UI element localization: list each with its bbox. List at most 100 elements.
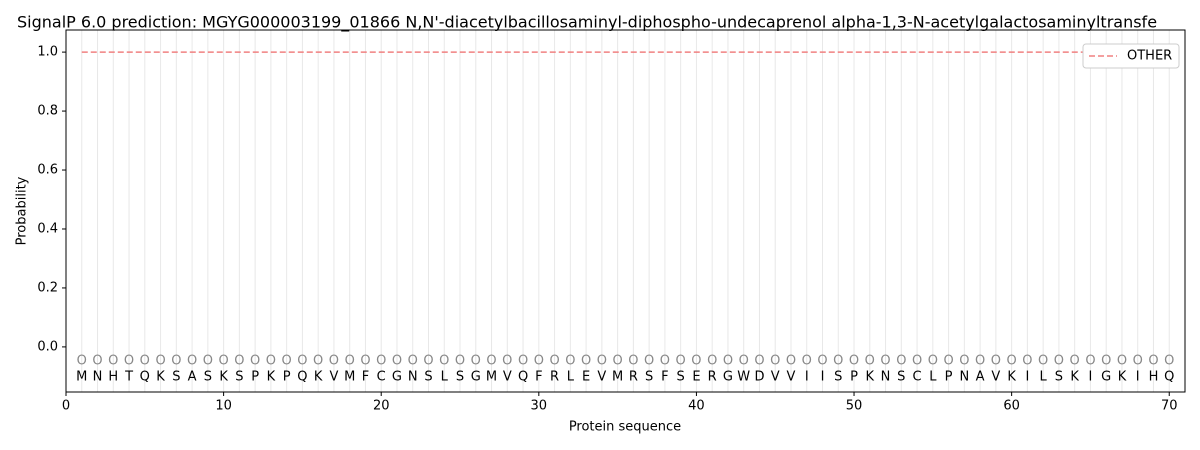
residue-label: H <box>1149 370 1159 385</box>
residue-label: M <box>612 370 623 385</box>
predicted-label: O <box>218 354 228 369</box>
predicted-label: O <box>1038 354 1048 369</box>
residue-label: P <box>850 370 858 385</box>
predicted-label: O <box>660 354 670 369</box>
predicted-label: O <box>408 354 418 369</box>
x-tick-label: 70 <box>1161 399 1178 414</box>
predicted-label: O <box>1117 354 1127 369</box>
predicted-label: O <box>849 354 859 369</box>
predicted-label: O <box>1054 354 1064 369</box>
y-tick-label: 1.0 <box>37 45 58 60</box>
y-tick-label: 0.0 <box>37 339 58 354</box>
residue-label: S <box>677 370 685 385</box>
predicted-label: O <box>360 354 370 369</box>
predicted-label: O <box>329 354 339 369</box>
residue-label: C <box>377 370 386 385</box>
residue-label: M <box>76 370 87 385</box>
predicted-label: O <box>817 354 827 369</box>
predicted-label: O <box>124 354 134 369</box>
predicted-label: O <box>1022 354 1032 369</box>
predicted-label: O <box>234 354 244 369</box>
x-tick-label: 60 <box>1003 399 1020 414</box>
predicted-label: O <box>549 354 559 369</box>
residue-label: L <box>1040 370 1048 385</box>
residue-label: V <box>787 370 796 385</box>
residue-label: A <box>188 370 197 385</box>
residue-label: S <box>645 370 653 385</box>
residue-label: Q <box>1164 370 1174 385</box>
predicted-label: O <box>975 354 985 369</box>
residue-label: P <box>251 370 259 385</box>
chart-title: SignalP 6.0 prediction: MGYG000003199_01… <box>17 13 1157 33</box>
residue-label: S <box>456 370 464 385</box>
residue-label: V <box>503 370 512 385</box>
predicted-label: O <box>802 354 812 369</box>
predicted-label: O <box>534 354 544 369</box>
y-axis-label: Probability <box>15 176 30 245</box>
predicted-label: O <box>597 354 607 369</box>
residue-label: I <box>1089 370 1093 385</box>
legend-box <box>1082 43 1180 69</box>
residue-label: S <box>897 370 905 385</box>
predicted-label: O <box>991 354 1001 369</box>
predicted-label: O <box>376 354 386 369</box>
residue-label: K <box>866 370 875 385</box>
predicted-label: O <box>943 354 953 369</box>
residue-label: N <box>959 370 969 385</box>
predicted-label: O <box>439 354 449 369</box>
residue-label: K <box>267 370 276 385</box>
predicted-label: O <box>1070 354 1080 369</box>
predicted-label: O <box>959 354 969 369</box>
y-tick-label: 0.8 <box>37 104 58 119</box>
residue-label: E <box>692 370 700 385</box>
predicted-label: O <box>1164 354 1174 369</box>
y-tick-label: 0.4 <box>37 221 58 236</box>
residue-label: K <box>219 370 228 385</box>
predicted-label: O <box>1101 354 1111 369</box>
residue-label: S <box>172 370 180 385</box>
residue-label: N <box>408 370 418 385</box>
residue-label: V <box>991 370 1000 385</box>
residue-label: A <box>976 370 985 385</box>
residue-label: G <box>723 370 733 385</box>
residue-label: M <box>344 370 355 385</box>
residue-label: V <box>771 370 780 385</box>
predicted-label: O <box>77 354 87 369</box>
predicted-label: O <box>691 354 701 369</box>
residue-label: Q <box>297 370 307 385</box>
predicted-label: O <box>770 354 780 369</box>
predicted-label: O <box>676 354 686 369</box>
predicted-label: O <box>865 354 875 369</box>
predicted-label: O <box>392 354 402 369</box>
residue-label: F <box>362 370 369 385</box>
predicted-label: O <box>92 354 102 369</box>
residue-label: I <box>821 370 825 385</box>
residue-label: R <box>550 370 559 385</box>
residue-label: S <box>424 370 432 385</box>
predicted-label: O <box>266 354 276 369</box>
predicted-label: O <box>297 354 307 369</box>
residue-label: H <box>108 370 118 385</box>
x-tick-label: 50 <box>846 399 863 414</box>
residue-label: T <box>124 370 133 385</box>
y-tick-label: 0.6 <box>37 163 58 178</box>
predicted-label: O <box>896 354 906 369</box>
residue-label: P <box>283 370 291 385</box>
residue-label: G <box>1101 370 1111 385</box>
predicted-label: O <box>203 354 213 369</box>
residue-label: L <box>567 370 575 385</box>
predicted-label: O <box>282 354 292 369</box>
y-tick-label: 0.2 <box>37 280 58 295</box>
residue-label: Q <box>518 370 528 385</box>
residue-label: N <box>881 370 891 385</box>
x-tick-label: 20 <box>373 399 390 414</box>
plot-frame <box>65 29 1186 393</box>
predicted-label: O <box>1007 354 1017 369</box>
predicted-label: O <box>565 354 575 369</box>
predicted-label: O <box>1148 354 1158 369</box>
residue-label: S <box>204 370 212 385</box>
residue-label: I <box>1136 370 1140 385</box>
residue-label: K <box>1118 370 1127 385</box>
predicted-label: O <box>628 354 638 369</box>
